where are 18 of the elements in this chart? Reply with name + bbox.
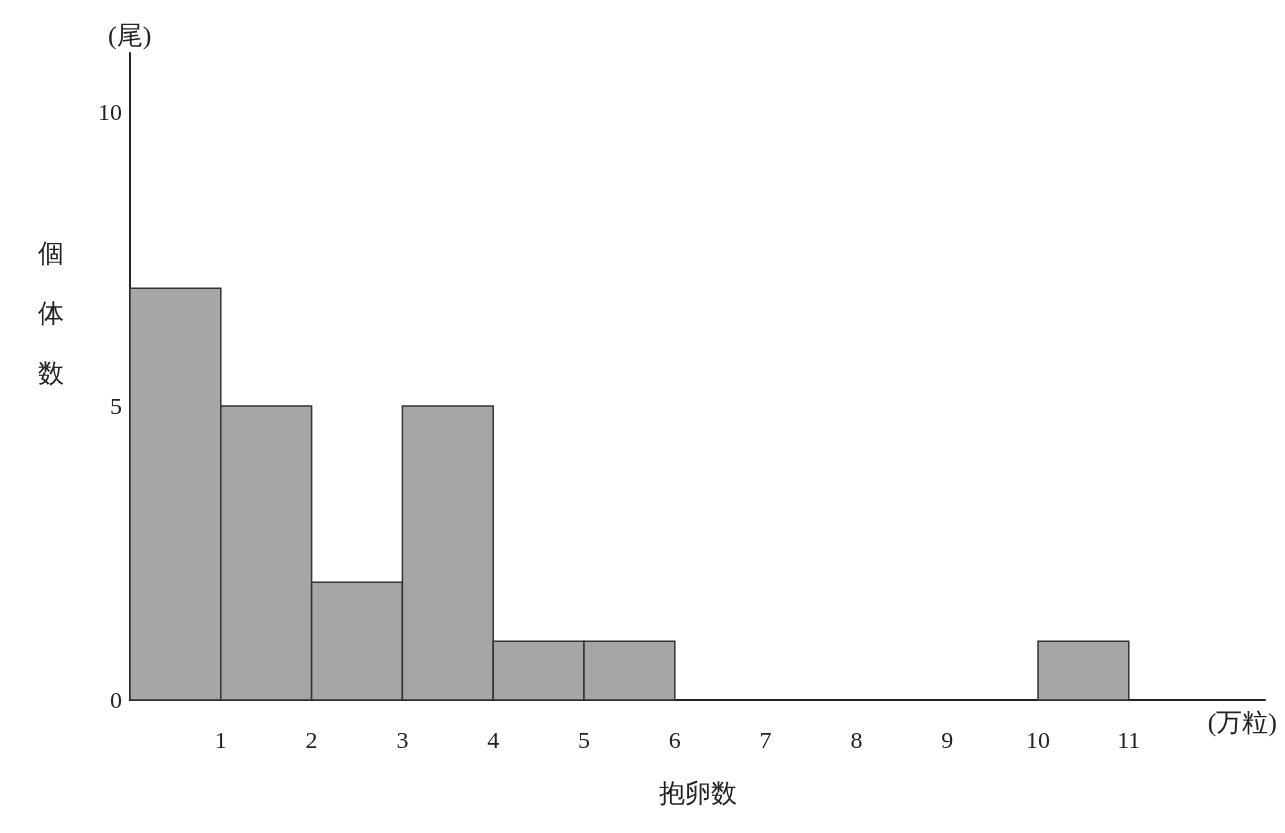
text: (尾)	[108, 20, 152, 50]
x-tick-label: 4	[487, 727, 500, 753]
y-tick-label: 10	[98, 98, 122, 125]
text: (万粒)	[1207, 707, 1278, 737]
x-tick-label: 3	[396, 727, 409, 753]
x-tick-label: 11	[1117, 727, 1141, 753]
x-tick-label: 2	[305, 727, 318, 753]
x-tick-label: 8	[850, 727, 863, 753]
x-tick-label: 9	[941, 727, 954, 753]
y-tick-label: 5	[110, 392, 122, 419]
x-tick-label: 5	[578, 727, 590, 753]
x-tick-label: 7	[759, 727, 772, 753]
x-tick-label: 6	[668, 727, 681, 753]
x-tick-label: 1	[214, 727, 227, 753]
y-tick-label: 0	[110, 687, 122, 713]
x-axis-title: 抱卵数	[658, 778, 737, 808]
x-tick-label: 10	[1026, 727, 1050, 753]
y-axis-title: 個体数	[38, 238, 64, 388]
